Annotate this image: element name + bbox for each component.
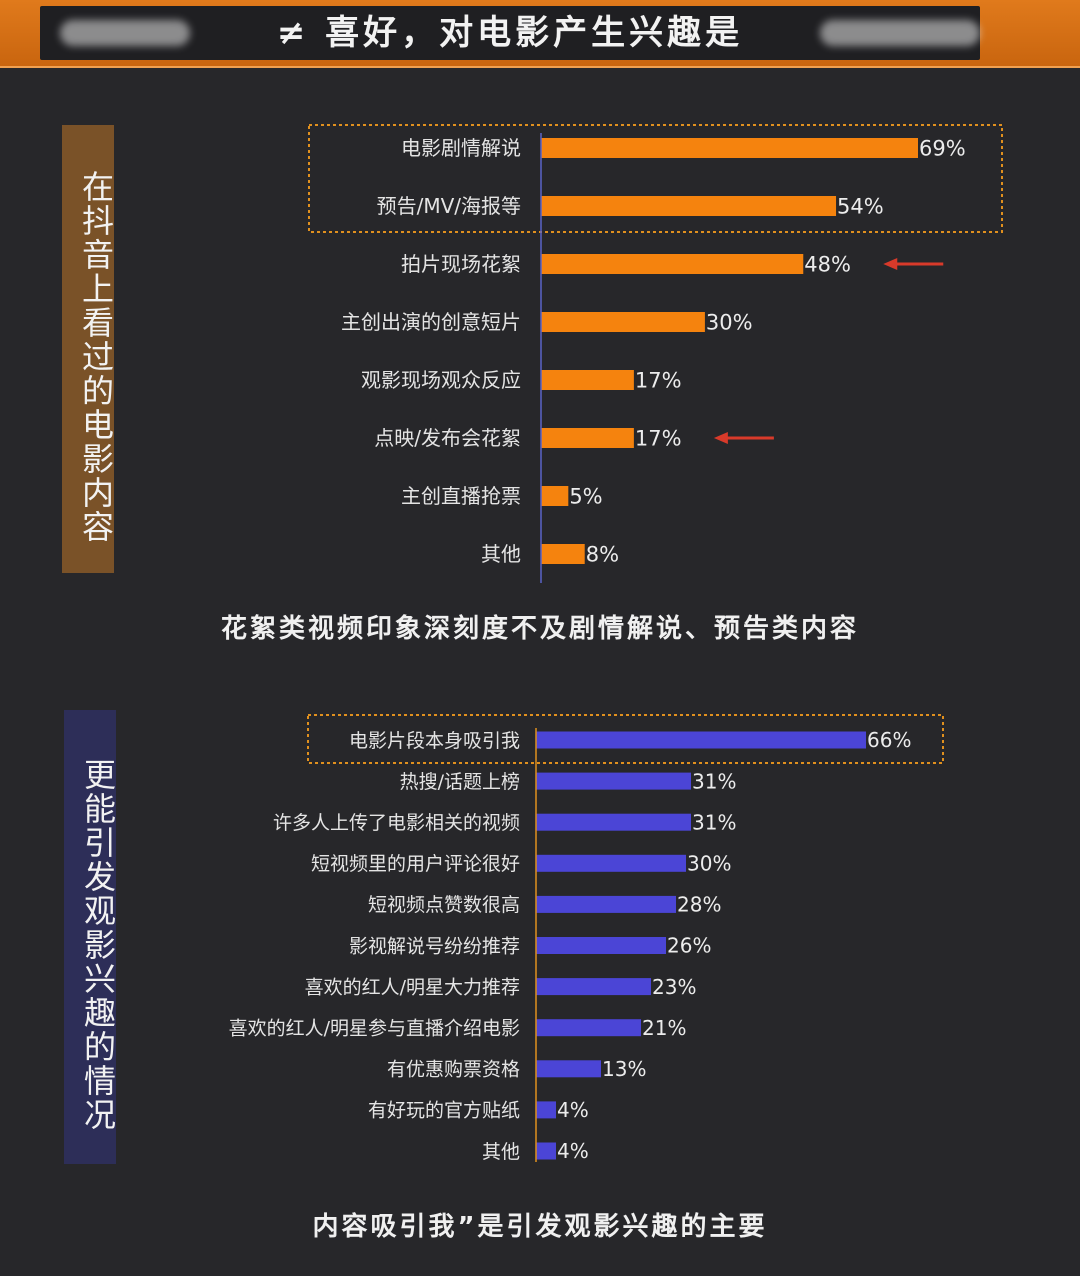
- bar-1-0: [541, 138, 918, 158]
- value-label-2-1: 31%: [692, 769, 736, 793]
- category-label-1-1: 预告/MV/海报等: [377, 194, 521, 218]
- category-label-2-2: 许多人上传了电影相关的视频: [273, 812, 520, 834]
- bar-2-6: [536, 978, 651, 996]
- bar-2-5: [536, 937, 666, 954]
- value-label-2-0: 66%: [867, 728, 911, 752]
- value-label-2-3: 30%: [687, 852, 731, 876]
- category-label-2-0: 电影片段本身吸引我: [349, 730, 520, 752]
- bar-1-4: [541, 370, 634, 390]
- section2-caption: 内容吸引我”是引发观影兴趣的主要: [312, 1212, 768, 1242]
- blurred-text-left: [60, 20, 190, 46]
- value-label-1-2: 48%: [804, 253, 851, 277]
- bar-2-1: [536, 772, 691, 790]
- highlight-box-1: [308, 124, 1003, 233]
- category-label-1-4: 观影现场观众反应: [361, 368, 521, 392]
- bar-2-7: [536, 1019, 641, 1037]
- category-label-1-7: 其他: [481, 542, 521, 566]
- section1-caption: 花絮类视频印象深刻度不及剧情解说、预告类内容: [220, 614, 859, 644]
- value-label-1-4: 17%: [635, 369, 682, 393]
- bar-2-3: [536, 854, 686, 872]
- bar-1-6: [541, 486, 569, 506]
- category-label-2-9: 有好玩的官方贴纸: [368, 1100, 520, 1122]
- value-label-2-8: 13%: [602, 1057, 646, 1081]
- category-label-2-6: 喜欢的红人/明星大力推荐: [305, 976, 520, 998]
- arrow-head-5: [713, 432, 728, 444]
- category-label-2-4: 短视频点赞数很高: [368, 894, 520, 916]
- category-label-2-10: 其他: [482, 1141, 520, 1163]
- category-label-2-1: 热搜/话题上榜: [400, 771, 520, 793]
- value-label-1-1: 54%: [837, 195, 884, 219]
- banner-title-box: ≠ 喜好，对电影产生兴趣是: [40, 6, 980, 60]
- value-label-1-6: 5%: [569, 485, 602, 509]
- value-label-2-9: 4%: [557, 1098, 589, 1122]
- bar-1-1: [541, 196, 837, 216]
- category-label-2-7: 喜欢的红人/明星参与直播介绍电影: [229, 1018, 520, 1040]
- category-label-2-8: 有优惠购票资格: [387, 1059, 520, 1081]
- category-label-1-5: 点映/发布会花絮: [374, 426, 521, 450]
- value-label-1-7: 8%: [586, 543, 619, 567]
- category-label-2-3: 短视频里的用户评论很好: [311, 853, 520, 875]
- value-label-1-3: 30%: [706, 311, 753, 335]
- arrow-head-2: [883, 258, 898, 270]
- banner-title: ≠ 喜好，对电影产生兴趣是: [276, 13, 744, 53]
- category-label-1-6: 主创直播抢票: [401, 484, 521, 508]
- bar-2-10: [536, 1142, 556, 1160]
- bar-2-4: [536, 895, 676, 913]
- value-label-2-5: 26%: [667, 934, 711, 958]
- blurred-text-right: [820, 20, 980, 46]
- category-label-1-3: 主创出演的创意短片: [341, 310, 521, 334]
- bar-1-2: [541, 254, 804, 274]
- category-label-2-5: 影视解说号纷纷推荐: [349, 935, 520, 957]
- header-banner: ≠ 喜好，对电影产生兴趣是: [0, 0, 1080, 68]
- bar-2-2: [536, 813, 691, 831]
- bar-1-7: [541, 544, 585, 564]
- value-label-2-6: 23%: [652, 975, 696, 999]
- value-label-2-7: 21%: [642, 1016, 686, 1040]
- bar-2-8: [536, 1060, 601, 1078]
- bar-2-0: [536, 731, 866, 749]
- bar-2-9: [536, 1101, 556, 1119]
- value-label-2-4: 28%: [677, 893, 721, 917]
- bar-1-5: [541, 428, 634, 448]
- value-label-1-5: 17%: [635, 427, 682, 451]
- value-label-2-10: 4%: [557, 1139, 589, 1163]
- bar-1-3: [541, 312, 705, 332]
- value-label-2-2: 31%: [692, 810, 736, 834]
- category-label-1-0: 电影剧情解说: [401, 136, 521, 160]
- section1-side-label: 在抖音上看过的电影内容: [62, 125, 115, 573]
- value-label-1-0: 69%: [919, 137, 966, 161]
- section2-side-label: 更能引发观影兴趣的情况: [64, 710, 117, 1164]
- category-label-1-2: 拍片现场花絮: [401, 252, 521, 276]
